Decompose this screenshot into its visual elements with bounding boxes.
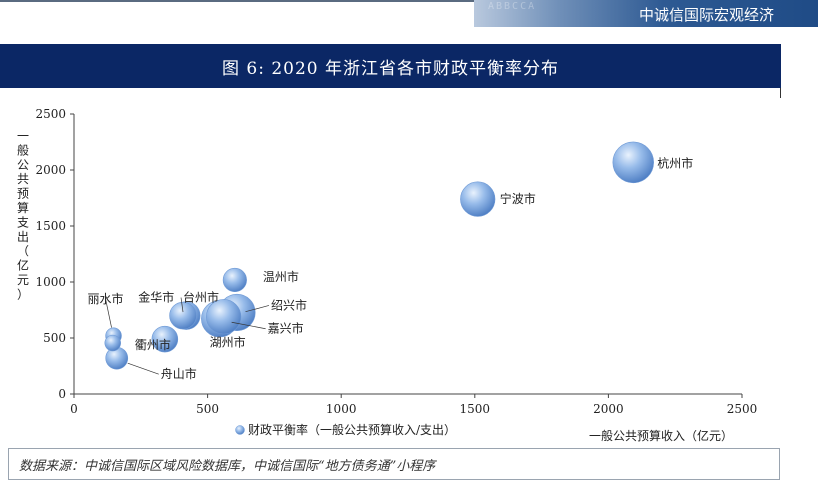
- point-label: 湖州市: [210, 335, 246, 350]
- y-axis-title: 一般公共预算支出（亿元）: [17, 129, 29, 301]
- leader-line: [105, 298, 112, 328]
- brand-banner: ABBCCA 中诚信国际宏观经济: [474, 0, 818, 27]
- x-tick-label: 0: [70, 402, 78, 416]
- top-rule: [0, 0, 818, 2]
- bubble-point: [151, 325, 179, 353]
- x-tick-label: 2500: [727, 402, 758, 416]
- bubble-point: [222, 267, 247, 293]
- point-label: 舟山市: [161, 366, 197, 381]
- point-label: 丽水市: [88, 291, 124, 306]
- y-tick-label: 2500: [35, 107, 66, 121]
- banner-decoration: ABBCCA: [488, 1, 537, 12]
- x-tick-label: 1000: [326, 402, 357, 416]
- x-tick-label: 1500: [460, 402, 491, 416]
- y-tick-label: 2000: [35, 163, 66, 177]
- point-label: 金华市: [138, 290, 174, 305]
- bubble-layer: [104, 141, 654, 370]
- axes: 0 500 1000 1500 2000 2500 0 500 1000 1500 2000 2500…: [17, 107, 757, 443]
- bubble-point: [104, 334, 121, 352]
- bubble-point: [169, 301, 197, 330]
- leader-line: [231, 321, 266, 330]
- y-tick-label: 0: [58, 387, 66, 401]
- y-tick-label: 1000: [35, 275, 66, 289]
- leader-line: [180, 297, 184, 313]
- bubble-chart: 0 500 1000 1500 2000 2500 0 500 1000 1500 2000 2500…: [17, 107, 757, 443]
- point-label: 宁波市: [500, 191, 536, 206]
- y-tick-label: 1500: [35, 219, 66, 233]
- frame-rule: [780, 88, 781, 98]
- figure-title-bar: 图 6: 2020 年浙江省各市财政平衡率分布: [0, 44, 781, 88]
- leader-lines: [105, 297, 270, 375]
- point-label: 嘉兴市: [268, 321, 304, 336]
- point-label: 温州市: [263, 269, 299, 284]
- x-tick-label: 2000: [593, 402, 624, 416]
- source-box: 数据来源：中诚信国际区域风险数据库，中诚信国际“地方债务通”小程序: [8, 448, 780, 480]
- leader-line: [245, 305, 270, 313]
- point-label: 台州市: [183, 290, 219, 305]
- bubble-point: [612, 141, 654, 184]
- point-label: 衢州市: [135, 337, 171, 352]
- bubble-point: [105, 346, 129, 370]
- y-tick-label: 500: [43, 331, 66, 345]
- figure-title: 图 6: 2020 年浙江省各市财政平衡率分布: [221, 58, 560, 79]
- x-axis-title: 一般公共预算收入（亿元）: [589, 428, 733, 443]
- bubble-point: [460, 181, 496, 217]
- point-label: 杭州市: [657, 155, 693, 170]
- legend-label: 财政平衡率（一般公共预算收入/支出）: [248, 422, 456, 437]
- brand-name: 中诚信国际宏观经济: [638, 6, 774, 24]
- legend: 财政平衡率（一般公共预算收入/支出）: [235, 422, 456, 437]
- bubble-point: [206, 299, 242, 335]
- leader-line: [127, 362, 159, 375]
- point-label: 绍兴市: [271, 297, 307, 312]
- x-tick-label: 500: [196, 402, 219, 416]
- legend-swatch: [235, 425, 245, 435]
- source-note: 数据来源：中诚信国际区域风险数据库，中诚信国际“地方债务通”小程序: [19, 458, 436, 474]
